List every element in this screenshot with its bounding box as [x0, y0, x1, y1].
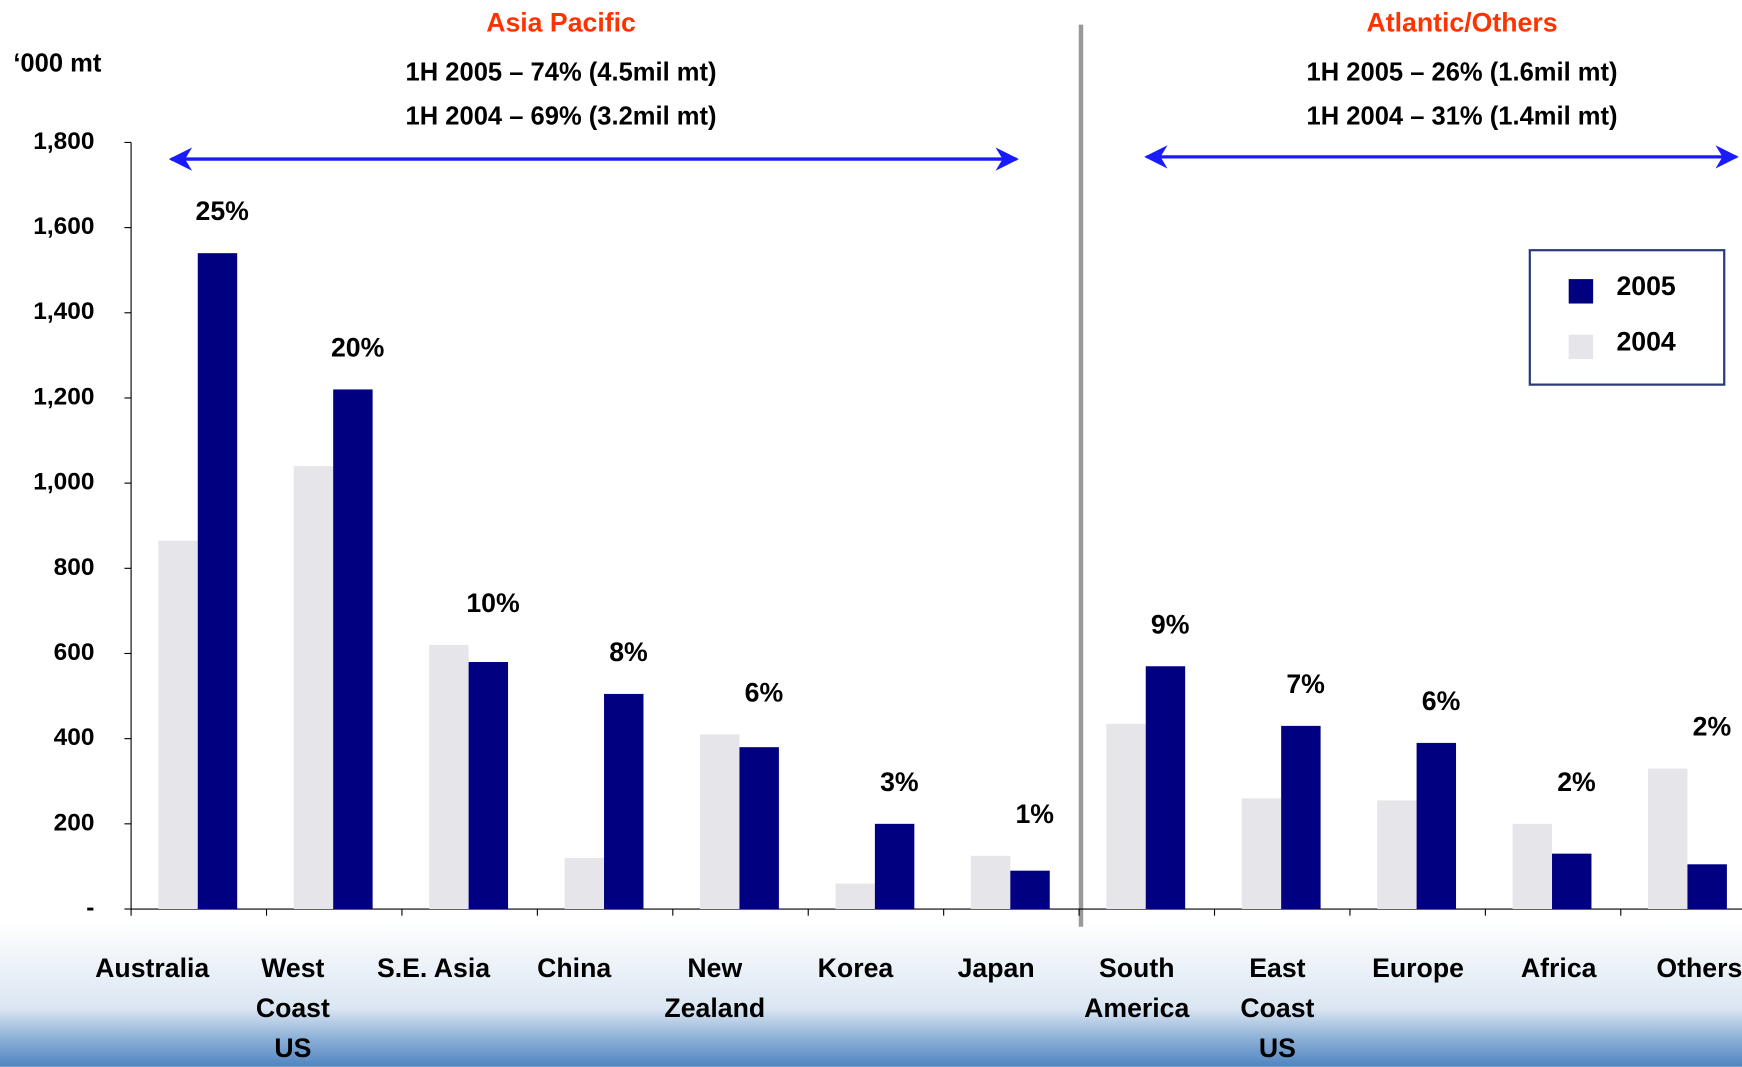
share-label: 3%: [880, 767, 919, 797]
x-tick-label: Korea: [818, 953, 894, 983]
bar: [197, 253, 238, 910]
x-tick-label: Others: [1656, 953, 1742, 983]
legend-label: 2005: [1616, 271, 1675, 301]
bar: [970, 855, 1011, 910]
region-subtitle: 1H 2004 – 31% (1.4mil mt): [1307, 103, 1618, 131]
legend-swatch: [1568, 279, 1594, 304]
bar: [293, 466, 334, 910]
y-tick-label: 200: [54, 809, 95, 836]
x-tick-label: South America: [1084, 953, 1189, 1023]
bar: [1281, 725, 1321, 910]
footer-band: [0, 920, 1742, 1067]
bar: [1687, 864, 1727, 910]
y-tick-label: 800: [54, 554, 95, 581]
share-label: 10%: [466, 588, 519, 618]
bar: [1241, 798, 1282, 910]
y-tick-label: 1,400: [33, 298, 94, 325]
bar: [468, 662, 509, 910]
bar: [429, 644, 469, 910]
bar: [1010, 870, 1050, 910]
bar: [604, 693, 644, 910]
bar: [1416, 742, 1457, 910]
bar: [1648, 768, 1688, 910]
y-tick-label: 1,200: [33, 383, 94, 410]
bar: [835, 883, 875, 910]
legend-box: [1528, 249, 1726, 386]
bar: [700, 734, 740, 910]
region-title: Atlantic/Others: [1366, 8, 1557, 38]
share-label: 6%: [1422, 686, 1461, 716]
share-label: 8%: [609, 637, 648, 667]
y-tick-label: 1,600: [33, 213, 94, 240]
x-tick-label: S.E. Asia: [377, 953, 490, 983]
y-tick-label: 400: [54, 724, 95, 751]
bar: [333, 389, 373, 910]
bar: [1377, 800, 1417, 910]
region-title: Asia Pacific: [486, 8, 636, 38]
bar: [739, 747, 779, 910]
bar: [1552, 853, 1592, 910]
x-tick-label: Africa: [1521, 953, 1597, 983]
legend-label: 2004: [1616, 327, 1675, 357]
x-tick-label: East Coast US: [1240, 953, 1314, 1063]
share-label: 2%: [1693, 712, 1732, 742]
bar: [1512, 823, 1553, 910]
x-tick-label: Japan: [958, 953, 1035, 983]
y-tick-label: 1,000: [33, 469, 94, 496]
x-tick-label: Europe: [1372, 953, 1464, 983]
share-label: 25%: [196, 196, 249, 226]
region-subtitle: 1H 2004 – 69% (3.2mil mt): [406, 103, 717, 131]
bar: [1106, 723, 1146, 910]
bar: [564, 857, 605, 910]
share-label: 20%: [331, 332, 384, 362]
legend-swatch: [1568, 334, 1594, 360]
x-tick-label: West Coast US: [256, 953, 330, 1063]
x-tick-label: Australia: [95, 953, 209, 983]
share-label: 9%: [1151, 609, 1190, 639]
bar: [874, 823, 915, 910]
y-tick-label: 600: [54, 639, 95, 666]
share-label: 1%: [1015, 799, 1054, 829]
share-label: 2%: [1557, 767, 1596, 797]
y-tick-label: -: [86, 894, 94, 921]
bar: [158, 540, 198, 910]
y-tick-label: 1,800: [33, 128, 94, 155]
region-subtitle: 1H 2005 – 74% (4.5mil mt): [406, 58, 717, 86]
region-subtitle: 1H 2005 – 26% (1.6mil mt): [1307, 58, 1618, 86]
x-tick-label: China: [537, 953, 611, 983]
y-axis-label: ‘000 mt: [13, 49, 102, 77]
share-label: 6%: [745, 677, 784, 707]
x-tick-label: New Zealand: [664, 953, 765, 1023]
bar: [1145, 666, 1186, 910]
share-label: 7%: [1286, 669, 1325, 699]
